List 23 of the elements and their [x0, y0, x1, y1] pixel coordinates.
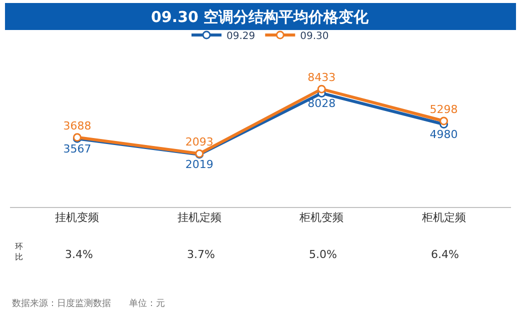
- text: 3.7%: [187, 248, 215, 261]
- data-label: 2019: [185, 158, 214, 172]
- data-label: 8028: [308, 96, 336, 110]
- x-tick-label: 柜机变频: [298, 211, 344, 224]
- text: 3.4%: [65, 248, 93, 261]
- legend-label: 09.30: [300, 30, 329, 42]
- data-label: 8433: [308, 70, 336, 84]
- point: [317, 84, 326, 94]
- legend-label: 09.29: [226, 30, 256, 42]
- text: 环比: [15, 242, 23, 262]
- point: [440, 116, 448, 126]
- data-label: 4980: [430, 128, 458, 141]
- source-note: 数据来源：日度监测数据 单位：元: [12, 298, 165, 309]
- data-label: 3567: [63, 142, 92, 156]
- text: 6.4%: [431, 248, 459, 261]
- chart-title: 09.30 空调分结构平均价格变化: [151, 8, 370, 26]
- text: 5.0%: [309, 248, 337, 261]
- data-label: 3688: [63, 119, 92, 132]
- x-tick-label: 柜机定频: [420, 211, 466, 224]
- x-tick-label: 挂机定频: [177, 211, 222, 224]
- data-label: 5298: [430, 102, 458, 116]
- x-tick-label: 挂机变频: [55, 211, 100, 224]
- data-label: 2093: [185, 136, 214, 149]
